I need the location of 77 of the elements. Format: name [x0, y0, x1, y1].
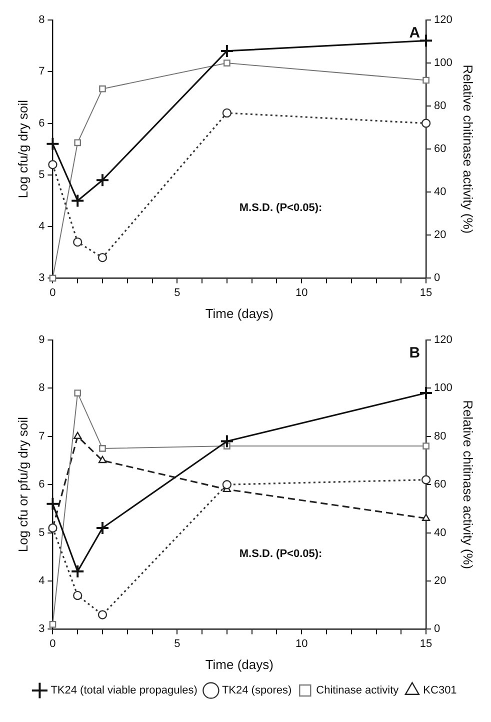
point: [421, 118, 431, 128]
y2-tick-label: 100: [434, 382, 452, 394]
point: [70, 194, 85, 208]
x-axis-title: Time (days): [205, 306, 274, 321]
y2-tick-label: 20: [434, 575, 446, 588]
point: [46, 496, 60, 511]
point: [99, 445, 106, 452]
y-tick-label: 5: [38, 168, 45, 181]
y-tick-label: 5: [38, 526, 45, 539]
y-tick-label: 6: [38, 478, 45, 491]
y2-tick-label: 100: [434, 57, 452, 70]
legend-label: TK24 (total viable propagules): [50, 684, 198, 697]
y2-tick-label: 20: [434, 229, 446, 242]
y2-tick-label: 0: [434, 623, 440, 636]
x-tick-label: 15: [420, 286, 432, 299]
y-axis-title: Log cfu or pfu/g dry soil: [15, 416, 30, 552]
chart-title: A: [409, 24, 420, 42]
point: [99, 85, 106, 92]
point: [422, 442, 430, 450]
point: [222, 480, 232, 490]
point: [98, 610, 108, 620]
y2-tick-label: 40: [434, 526, 446, 539]
point: [98, 456, 107, 464]
point: [220, 44, 234, 58]
point: [95, 520, 110, 535]
y2-tick-label: 80: [434, 100, 446, 112]
point: [74, 139, 82, 146]
x-tick-label: 10: [295, 638, 308, 650]
y-tick-label: 8: [38, 382, 45, 394]
y2-tick-label: 0: [434, 272, 440, 284]
legend-label: Chitinase activity: [316, 684, 400, 697]
x-tick-label: 10: [295, 286, 308, 299]
legend-label: TK24 (spores): [222, 684, 292, 697]
x-tick-label: 5: [174, 638, 180, 650]
x-tick-label: 0: [50, 286, 56, 299]
y-axis-title: Log cfu/g dry soil: [15, 100, 30, 198]
point: [98, 252, 108, 262]
y-tick-label: 7: [38, 66, 45, 78]
y-tick-label: 6: [38, 117, 45, 130]
point: [224, 60, 230, 66]
point: [74, 432, 82, 439]
point: [70, 564, 85, 578]
y2-tick-label: 40: [434, 186, 446, 198]
point: [74, 390, 82, 396]
x-tick-label: 5: [174, 286, 180, 299]
y-tick-label: 3: [38, 272, 45, 284]
y-tick-label: 3: [38, 623, 45, 636]
y-tick-label: 4: [38, 575, 45, 588]
y2-tick-label: 80: [434, 430, 446, 442]
y-tick-label: 9: [38, 334, 45, 346]
y-tick-label: 8: [38, 14, 45, 26]
x-tick-label: 15: [420, 638, 432, 650]
x-axis-title: Time (days): [205, 656, 274, 672]
y2-tick-label: 60: [434, 143, 446, 156]
y2-tick-label: 120: [434, 14, 452, 26]
y2-tick-label: 120: [434, 334, 452, 346]
point: [48, 160, 58, 170]
point: [73, 237, 82, 247]
point: [46, 136, 60, 151]
annotation: M.S.D. (P<0.05):: [239, 548, 322, 560]
annotation: M.S.D. (P<0.05):: [239, 202, 322, 214]
y2-tick-label: 60: [434, 478, 446, 491]
y-tick-label: 7: [38, 430, 45, 442]
point: [419, 386, 434, 400]
y2-axis-title: Relative chitinase activity (%): [460, 400, 476, 570]
point: [419, 34, 434, 48]
y2-axis-title: Relative chitinase activity (%): [460, 64, 476, 234]
point: [422, 76, 430, 84]
chart-title: B: [409, 344, 420, 362]
point: [220, 434, 234, 448]
point: [95, 173, 110, 188]
point: [421, 475, 431, 484]
point: [222, 108, 232, 118]
x-tick-label: 0: [50, 638, 56, 650]
point: [73, 590, 82, 600]
y-tick-label: 4: [38, 220, 45, 233]
legend-label: KC301: [423, 684, 457, 697]
